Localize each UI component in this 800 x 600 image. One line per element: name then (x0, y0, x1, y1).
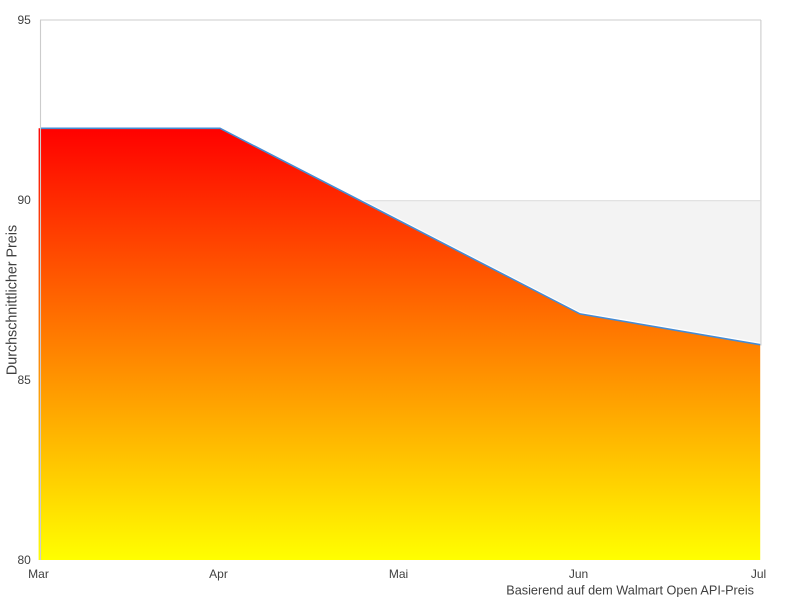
svg-text:Mar: Mar (28, 567, 49, 581)
svg-text:Apr: Apr (209, 567, 228, 581)
svg-text:Jul: Jul (751, 567, 766, 581)
svg-text:Mai: Mai (389, 567, 408, 581)
svg-text:Jun: Jun (569, 567, 588, 581)
svg-text:80: 80 (17, 553, 31, 567)
svg-text:85: 85 (17, 373, 31, 387)
svg-text:90: 90 (17, 193, 31, 207)
svg-text:95: 95 (17, 13, 31, 27)
svg-text:Basierend auf dem Walmart Open: Basierend auf dem Walmart Open API-Preis (506, 584, 754, 598)
svg-text:Durchschnittlicher Preis: Durchschnittlicher Preis (5, 225, 21, 375)
